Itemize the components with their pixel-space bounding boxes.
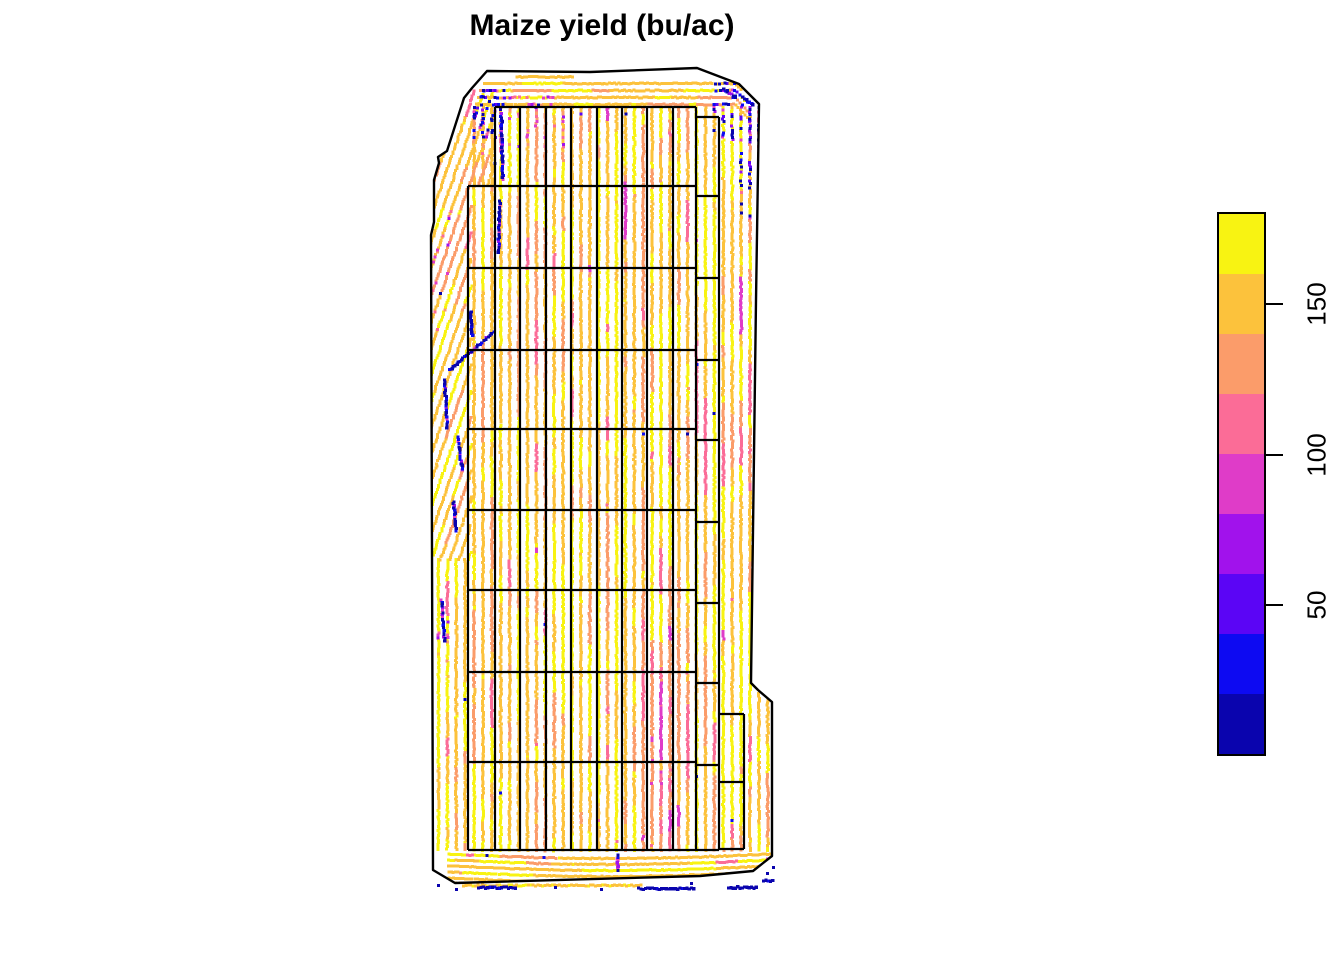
points-orange [431, 75, 772, 883]
color-legend [1217, 212, 1266, 756]
points-below-navy [437, 866, 776, 892]
legend-tick-mark [1264, 454, 1283, 456]
legend-tick-mark [1264, 303, 1283, 305]
field-boundary [429, 66, 774, 885]
legend-tick-label: 50 [1301, 590, 1332, 620]
legend-color-block [1219, 394, 1264, 454]
legend-color-block [1219, 454, 1264, 514]
legend-color-block [1219, 694, 1264, 754]
legend-color-block [1219, 334, 1264, 394]
legend-tick-label: 100 [1301, 433, 1332, 477]
plot-grid-lines [466, 105, 746, 852]
outside-boundary-points [437, 866, 776, 892]
legend-tick-label: 150 [1301, 282, 1332, 326]
legend-color-block [1219, 214, 1264, 274]
legend-color-block [1219, 274, 1264, 334]
legend-color-block [1219, 574, 1264, 634]
chart-title: Maize yield (bu/ac) [469, 9, 735, 42]
legend-color-block [1219, 634, 1264, 694]
points-yellow [431, 81, 772, 883]
legend-color-block [1219, 514, 1264, 574]
legend-tick-mark [1264, 604, 1283, 606]
yield-points-layer [431, 75, 772, 883]
